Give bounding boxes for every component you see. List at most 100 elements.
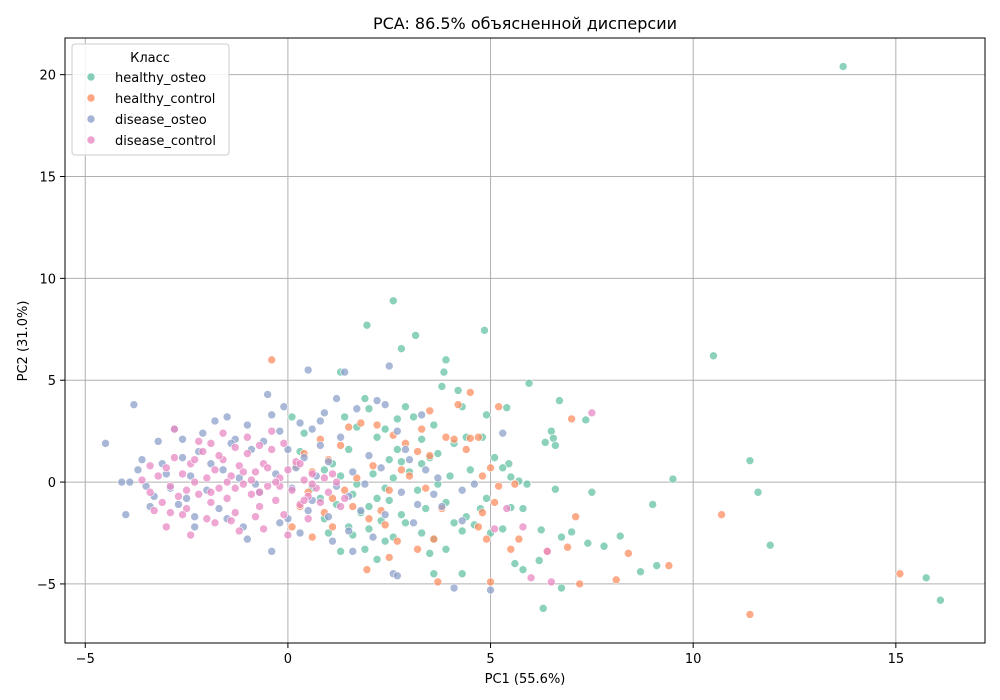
data-point bbox=[263, 481, 272, 491]
data-point bbox=[936, 595, 945, 605]
data-point bbox=[457, 526, 467, 536]
data-point bbox=[324, 528, 333, 538]
data-point bbox=[206, 459, 216, 469]
data-point bbox=[316, 441, 325, 450]
data-point bbox=[344, 526, 354, 536]
data-point bbox=[202, 514, 212, 524]
data-point bbox=[336, 471, 345, 481]
data-point bbox=[267, 410, 276, 420]
data-point bbox=[433, 577, 443, 587]
data-point bbox=[121, 510, 131, 519]
chart-title: PCA: 86.5% объясненной дисперсии bbox=[373, 14, 677, 33]
data-point bbox=[514, 534, 524, 544]
data-point bbox=[921, 573, 931, 583]
data-point bbox=[538, 604, 548, 613]
data-point bbox=[490, 498, 499, 507]
data-point bbox=[478, 508, 487, 517]
data-point bbox=[198, 428, 208, 438]
data-point bbox=[166, 481, 175, 491]
data-point bbox=[401, 402, 410, 412]
legend-title: Класс bbox=[130, 51, 170, 66]
data-point bbox=[838, 62, 848, 71]
data-point bbox=[453, 386, 463, 395]
data-point bbox=[421, 504, 431, 513]
data-point bbox=[376, 463, 386, 473]
data-point bbox=[425, 406, 435, 416]
data-point bbox=[437, 382, 447, 391]
data-point bbox=[287, 522, 297, 532]
data-point bbox=[486, 463, 495, 473]
data-point bbox=[267, 355, 276, 365]
data-point bbox=[502, 504, 512, 513]
data-point bbox=[182, 485, 191, 495]
data-point bbox=[465, 388, 475, 397]
data-point bbox=[465, 433, 475, 443]
data-point bbox=[549, 433, 558, 443]
data-point bbox=[461, 445, 471, 454]
data-point bbox=[145, 487, 155, 497]
data-point bbox=[320, 465, 329, 475]
data-point bbox=[470, 479, 479, 489]
data-point bbox=[320, 473, 329, 483]
data-point bbox=[299, 496, 309, 505]
data-point bbox=[465, 465, 475, 475]
data-point bbox=[356, 418, 366, 428]
data-point bbox=[360, 394, 370, 403]
data-point bbox=[190, 477, 199, 487]
data-point bbox=[194, 437, 204, 446]
legend-marker bbox=[86, 93, 96, 103]
data-point bbox=[344, 422, 354, 432]
series-disease-osteo bbox=[101, 361, 508, 595]
legend-marker bbox=[86, 72, 96, 82]
data-point bbox=[411, 331, 420, 340]
data-point bbox=[551, 441, 560, 450]
data-point bbox=[332, 394, 341, 403]
data-point bbox=[162, 463, 171, 473]
data-point bbox=[247, 475, 256, 485]
data-point bbox=[283, 530, 293, 540]
data-point bbox=[267, 426, 276, 436]
data-point bbox=[307, 479, 317, 489]
data-point bbox=[226, 471, 236, 481]
data-point bbox=[129, 400, 139, 409]
data-point bbox=[490, 524, 499, 534]
data-point bbox=[567, 414, 576, 424]
data-point bbox=[243, 534, 252, 544]
data-point bbox=[417, 434, 426, 444]
data-point bbox=[303, 514, 313, 524]
data-point bbox=[222, 412, 232, 422]
legend-marker bbox=[86, 114, 96, 124]
data-point bbox=[536, 525, 546, 535]
data-point bbox=[393, 571, 402, 581]
data-point bbox=[336, 432, 345, 442]
data-point bbox=[234, 461, 244, 471]
data-point bbox=[243, 420, 252, 430]
data-point bbox=[397, 344, 406, 353]
data-point bbox=[384, 455, 394, 464]
data-point bbox=[324, 457, 333, 467]
data-point bbox=[153, 437, 163, 446]
data-point bbox=[141, 481, 151, 491]
data-point bbox=[575, 579, 585, 589]
data-point bbox=[384, 496, 394, 505]
data-point bbox=[206, 498, 216, 507]
data-point bbox=[182, 504, 191, 513]
data-point bbox=[287, 485, 297, 495]
data-point bbox=[182, 494, 191, 503]
legend-entry: disease_osteo bbox=[115, 113, 207, 128]
data-point bbox=[393, 414, 402, 424]
data-point bbox=[372, 555, 382, 564]
data-point bbox=[247, 489, 256, 499]
data-point bbox=[745, 610, 755, 619]
legend-entry: healthy_osteo bbox=[115, 71, 206, 86]
x-axis-label: PC1 (55.6%) bbox=[485, 672, 566, 687]
data-point bbox=[328, 522, 337, 532]
data-point bbox=[380, 520, 390, 530]
data-point bbox=[348, 467, 358, 477]
data-point bbox=[299, 453, 309, 462]
data-point bbox=[324, 512, 333, 522]
data-point bbox=[449, 583, 459, 593]
data-point bbox=[405, 455, 414, 464]
data-point bbox=[271, 496, 281, 505]
data-point bbox=[895, 569, 905, 579]
